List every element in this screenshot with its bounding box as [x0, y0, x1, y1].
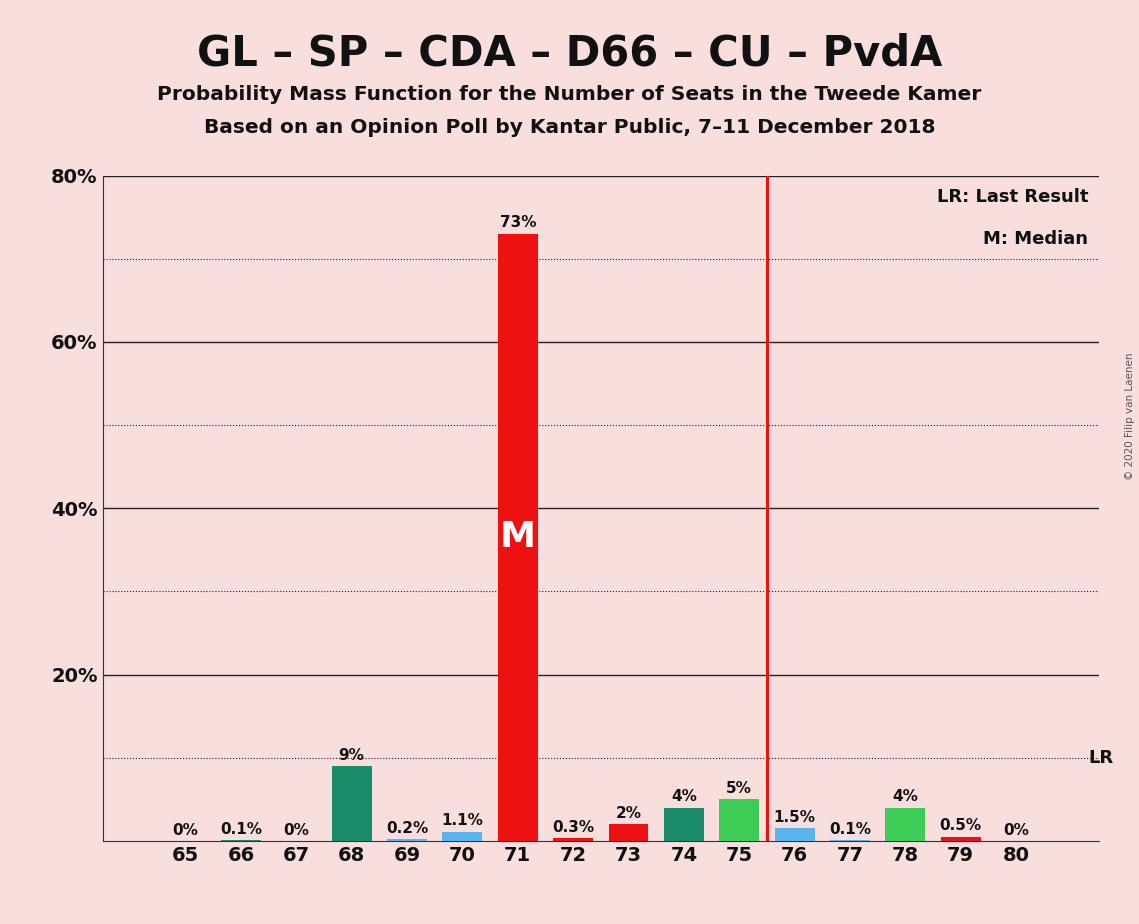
Bar — [664, 808, 704, 841]
Text: Probability Mass Function for the Number of Seats in the Tweede Kamer: Probability Mass Function for the Number… — [157, 85, 982, 104]
Text: 0.3%: 0.3% — [552, 820, 595, 835]
Text: Based on an Opinion Poll by Kantar Public, 7–11 December 2018: Based on an Opinion Poll by Kantar Publi… — [204, 118, 935, 138]
Bar — [387, 839, 427, 841]
Text: LR: Last Result: LR: Last Result — [936, 188, 1088, 206]
Text: 5%: 5% — [727, 781, 752, 796]
Bar — [941, 837, 981, 841]
Bar — [442, 832, 482, 841]
Text: © 2020 Filip van Laenen: © 2020 Filip van Laenen — [1125, 352, 1134, 480]
Text: 2%: 2% — [615, 806, 641, 821]
Text: 73%: 73% — [500, 215, 536, 230]
Text: 0.1%: 0.1% — [829, 821, 871, 837]
Bar — [720, 799, 760, 841]
Text: LR: LR — [1088, 748, 1113, 767]
Text: M: M — [500, 520, 535, 554]
Text: 0.1%: 0.1% — [220, 821, 262, 837]
Bar — [885, 808, 925, 841]
Text: 4%: 4% — [893, 789, 918, 804]
Text: 0%: 0% — [1003, 822, 1029, 837]
Text: 0.2%: 0.2% — [386, 821, 428, 836]
Text: 4%: 4% — [671, 789, 697, 804]
Bar — [608, 824, 648, 841]
Text: M: Median: M: Median — [983, 230, 1088, 248]
Bar — [331, 766, 371, 841]
Text: GL – SP – CDA – D66 – CU – PvdA: GL – SP – CDA – D66 – CU – PvdA — [197, 32, 942, 74]
Bar — [554, 838, 593, 841]
Text: 1.5%: 1.5% — [773, 810, 816, 825]
Text: 9%: 9% — [338, 748, 364, 762]
Text: 0.5%: 0.5% — [940, 819, 982, 833]
Text: 0%: 0% — [284, 822, 309, 837]
Bar — [775, 828, 814, 841]
Text: 1.1%: 1.1% — [442, 813, 483, 828]
Text: 0%: 0% — [173, 822, 198, 837]
Bar — [498, 234, 538, 841]
